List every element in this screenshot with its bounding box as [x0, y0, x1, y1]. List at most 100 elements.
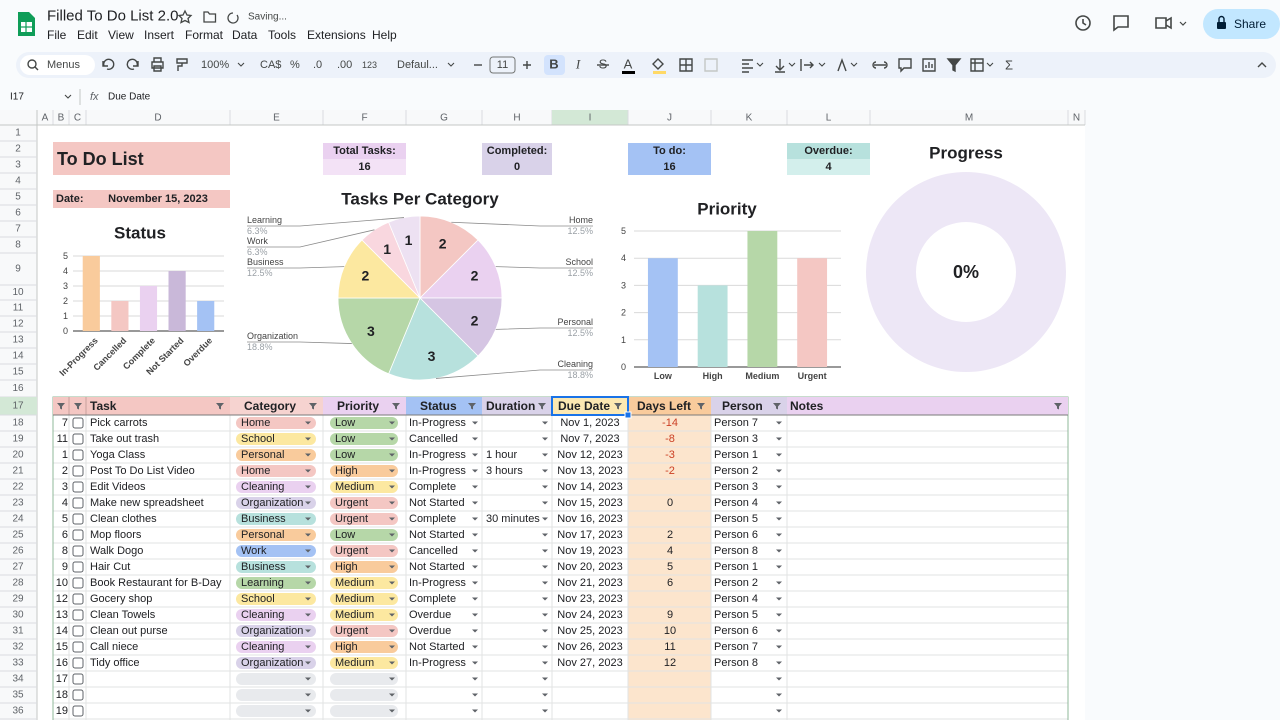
- font-size[interactable]: 11: [497, 59, 508, 71]
- duration[interactable]: 30 minutes: [486, 513, 540, 525]
- dropdown-caret[interactable]: [305, 693, 311, 697]
- dropdown-caret[interactable]: [389, 613, 395, 617]
- filter-button[interactable]: [614, 403, 622, 410]
- formula-content[interactable]: Due Date: [108, 92, 151, 103]
- filter-button[interactable]: [74, 403, 82, 410]
- dropdown-caret[interactable]: [472, 549, 478, 553]
- row-header[interactable]: 30: [12, 610, 24, 621]
- row-header[interactable]: 8: [15, 240, 21, 251]
- dropdown-chip[interactable]: [330, 657, 398, 669]
- priority[interactable]: Low: [335, 449, 355, 461]
- column-header[interactable]: E: [273, 113, 280, 124]
- person[interactable]: Person 7: [714, 417, 758, 429]
- dropdown-chip[interactable]: [236, 593, 316, 605]
- dropdown-caret[interactable]: [776, 565, 782, 569]
- dropdown-caret[interactable]: [542, 661, 548, 665]
- category[interactable]: Cleaning: [241, 609, 284, 621]
- dropdown-caret[interactable]: [305, 597, 311, 601]
- star-icon[interactable]: [177, 9, 193, 24]
- wrap[interactable]: [800, 59, 814, 71]
- dropdown-caret[interactable]: [542, 469, 548, 473]
- menu-item[interactable]: Format: [185, 28, 224, 42]
- menu-item[interactable]: Help: [372, 28, 397, 42]
- dropdown-chip[interactable]: [330, 641, 398, 653]
- row-header[interactable]: 6: [15, 208, 21, 219]
- dropdown-chip[interactable]: [330, 561, 398, 573]
- priority[interactable]: Low: [335, 529, 355, 541]
- functions[interactable]: Σ: [1005, 58, 1013, 73]
- dropdown-caret[interactable]: [542, 693, 548, 697]
- column-header[interactable]: B: [58, 113, 65, 124]
- fill-color[interactable]: [652, 58, 664, 70]
- link[interactable]: [872, 61, 888, 69]
- dropdown-chip[interactable]: [330, 497, 398, 509]
- dropdown-chip[interactable]: [236, 705, 316, 717]
- dropdown-caret[interactable]: [389, 517, 395, 521]
- dropdown-chip[interactable]: [236, 609, 316, 621]
- dropdown-chip[interactable]: [330, 513, 398, 525]
- priority[interactable]: Medium: [335, 609, 374, 621]
- dropdown-caret[interactable]: [472, 485, 478, 489]
- menu-item[interactable]: Edit: [77, 28, 98, 42]
- decrease-decimal[interactable]: .0: [313, 59, 322, 71]
- dropdown-caret[interactable]: [542, 677, 548, 681]
- dropdown-caret[interactable]: [776, 501, 782, 505]
- more-formats[interactable]: 123: [362, 60, 377, 70]
- move-icon[interactable]: [203, 11, 217, 23]
- filter-button[interactable]: [468, 403, 476, 410]
- dropdown-caret[interactable]: [472, 661, 478, 665]
- column-header[interactable]: G: [440, 113, 448, 124]
- menu-item[interactable]: View: [108, 28, 134, 42]
- row-header[interactable]: 13: [12, 335, 24, 346]
- dropdown-caret[interactable]: [472, 437, 478, 441]
- dropdown-caret[interactable]: [542, 645, 548, 649]
- status[interactable]: Cancelled: [409, 433, 458, 445]
- dropdown-caret[interactable]: [389, 469, 395, 473]
- menu-item[interactable]: File: [47, 28, 67, 42]
- undo[interactable]: [102, 58, 115, 70]
- row-header[interactable]: 11: [13, 303, 24, 314]
- dropdown-caret[interactable]: [542, 517, 548, 521]
- column-header[interactable]: K: [746, 113, 753, 124]
- dropdown-caret[interactable]: [776, 549, 782, 553]
- dropdown-caret[interactable]: [305, 661, 311, 665]
- checkbox[interactable]: [72, 417, 84, 429]
- dropdown-caret[interactable]: [389, 549, 395, 553]
- dropdown-chip[interactable]: [330, 529, 398, 541]
- row-header[interactable]: 35: [12, 690, 24, 701]
- category[interactable]: Organization: [241, 497, 303, 509]
- filter-button[interactable]: [1054, 403, 1062, 410]
- filter-button[interactable]: [538, 403, 546, 410]
- status[interactable]: In-Progress: [409, 449, 466, 461]
- text-style[interactable]: S: [599, 57, 608, 72]
- row-header[interactable]: 14: [12, 351, 24, 362]
- person[interactable]: Person 3: [714, 433, 758, 445]
- checkbox[interactable]: [72, 465, 84, 477]
- filter[interactable]: [946, 58, 962, 73]
- insert-comment[interactable]: [898, 58, 912, 73]
- dropdown-caret[interactable]: [389, 693, 395, 697]
- dropdown-chip[interactable]: [330, 481, 398, 493]
- column-header[interactable]: D: [154, 113, 161, 124]
- font-family[interactable]: Defaul...: [397, 59, 438, 71]
- dropdown-caret[interactable]: [305, 629, 311, 633]
- dropdown-caret[interactable]: [776, 629, 782, 633]
- meet-icon[interactable]: [1155, 16, 1172, 30]
- row-header[interactable]: 2: [15, 144, 21, 155]
- dropdown-caret[interactable]: [776, 469, 782, 473]
- row-header[interactable]: 29: [12, 594, 24, 605]
- valign[interactable]: [775, 59, 785, 73]
- dropdown-caret[interactable]: [776, 517, 782, 521]
- menu-item[interactable]: Extensions: [307, 28, 366, 42]
- dropdown-caret[interactable]: [472, 453, 478, 457]
- row-header[interactable]: 1: [15, 128, 21, 139]
- zoom[interactable]: 100%: [201, 59, 229, 71]
- dropdown-chip[interactable]: [236, 529, 316, 541]
- priority[interactable]: High: [335, 465, 358, 477]
- dropdown-caret[interactable]: [776, 453, 782, 457]
- dropdown-caret[interactable]: [542, 437, 548, 441]
- row-header[interactable]: 20: [12, 450, 24, 461]
- checkbox[interactable]: [72, 689, 84, 701]
- category[interactable]: Learning: [241, 577, 284, 589]
- priority[interactable]: High: [335, 641, 358, 653]
